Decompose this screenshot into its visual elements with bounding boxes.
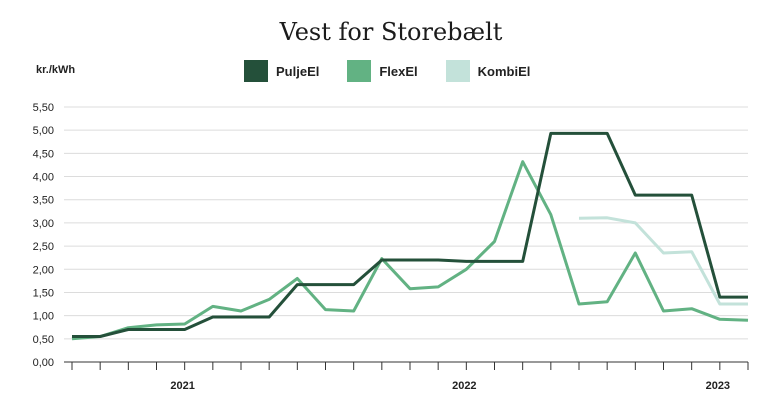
y-tick-label: 1,50 <box>33 287 54 299</box>
chart-legend: PuljeEl FlexEl KombiEl <box>244 60 558 82</box>
y-tick-label: 4,00 <box>33 172 54 184</box>
legend-swatch-flexel <box>347 60 372 82</box>
x-year-label: 2022 <box>452 380 476 392</box>
legend-item-puljeel: PuljeEl <box>244 60 319 82</box>
series-line-kombiel <box>578 216 748 306</box>
x-year-label: 2023 <box>706 380 730 392</box>
y-tick-label: 2,00 <box>33 264 54 276</box>
y-tick-label: 4,50 <box>33 148 54 160</box>
legend-swatch-puljeel <box>244 60 268 82</box>
x-year-label: 2021 <box>170 380 194 392</box>
legend-item-flexel: FlexEl <box>347 60 418 82</box>
grid-lines <box>64 106 748 340</box>
y-tick-label: 2,50 <box>33 241 54 253</box>
y-tick-label: 3,00 <box>33 218 54 230</box>
y-axis-unit-label: kr./kWh <box>36 64 76 76</box>
legend-item-kombiel: KombiEl <box>445 60 531 82</box>
legend-label-puljeel: PuljeEl <box>276 63 320 79</box>
y-tick-label: 5,00 <box>33 125 54 137</box>
series-line-puljeel <box>72 131 748 338</box>
y-tick-label: 1,00 <box>33 311 54 323</box>
series-line-flexel <box>71 160 749 341</box>
legend-label-kombiel: KombiEl <box>477 63 531 79</box>
y-tick-label: 0,00 <box>33 357 54 369</box>
legend-label-flexel: FlexEl <box>379 63 418 79</box>
y-tick-label: 0,50 <box>33 334 54 346</box>
y-tick-label: 5,50 <box>33 102 54 114</box>
axes: 0,00 0,50 1,00 1,50 2,00 2,50 3,00 3,50 4,00 4,50… <box>33 102 749 392</box>
series-lines <box>71 131 749 341</box>
chart-title: Vest for Storebælt <box>279 18 503 46</box>
y-tick-label: 3,50 <box>33 195 54 207</box>
legend-swatch-kombiel <box>445 60 470 82</box>
